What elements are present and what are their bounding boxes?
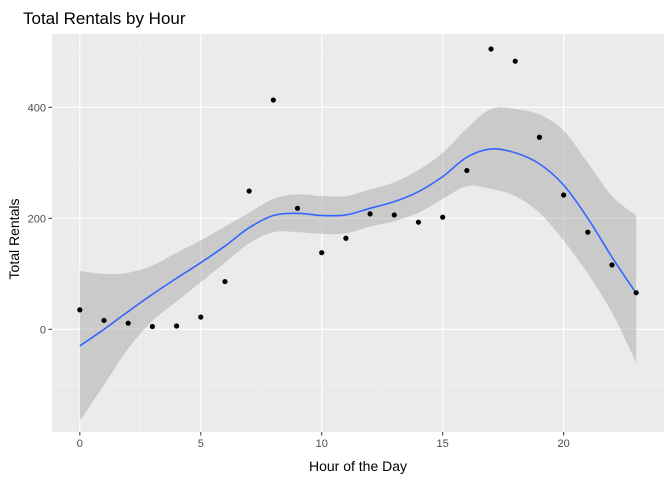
data-point <box>633 290 639 296</box>
x-tick-label: 10 <box>316 438 328 450</box>
y-tick-label: 400 <box>28 102 46 114</box>
data-point <box>173 323 180 329</box>
x-tick-label: 0 <box>77 438 83 450</box>
x-tick-label: 5 <box>198 438 204 450</box>
y-axis-ticks: 0 200 400 <box>28 102 52 336</box>
data-point <box>319 250 325 256</box>
data-point <box>488 46 494 52</box>
plot-panel <box>52 34 664 432</box>
data-point <box>391 212 397 218</box>
data-point <box>561 192 567 198</box>
x-axis-title: Hour of the Day <box>309 458 407 474</box>
data-point <box>294 205 301 211</box>
chart-title: Total Rentals by Hour <box>23 9 186 28</box>
data-point <box>101 317 107 324</box>
smooth-line <box>79 147 637 347</box>
y-tick-label: 0 <box>40 324 46 336</box>
x-axis-ticks: 0 5 10 15 20 <box>77 432 570 450</box>
data-points <box>77 46 639 330</box>
data-point <box>512 58 518 64</box>
x-tick-label: 20 <box>557 438 569 450</box>
data-point <box>270 97 276 103</box>
smooth-line-path <box>79 147 637 347</box>
data-point <box>343 235 349 241</box>
data-point <box>222 278 228 285</box>
data-point <box>77 307 83 313</box>
data-point <box>440 214 446 220</box>
data-point <box>198 314 204 320</box>
data-point <box>609 262 615 268</box>
data-point <box>536 134 543 140</box>
panel-background <box>52 34 664 432</box>
data-point <box>367 211 373 217</box>
data-point <box>125 320 131 326</box>
y-tick-label: 200 <box>28 213 46 225</box>
data-point <box>464 167 470 174</box>
data-point <box>585 229 591 235</box>
confidence-ribbon <box>79 107 637 421</box>
x-tick-label: 15 <box>437 438 449 450</box>
y-axis-title: Total Rentals <box>6 199 22 280</box>
confidence-band <box>79 107 637 421</box>
data-point <box>246 188 252 194</box>
data-point <box>149 323 155 330</box>
data-point <box>415 219 422 225</box>
